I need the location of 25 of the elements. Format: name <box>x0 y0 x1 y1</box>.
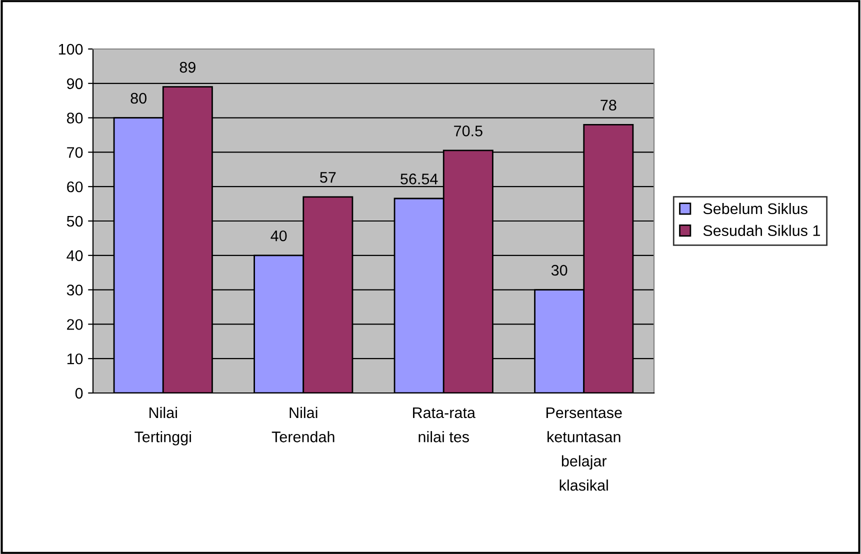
y-tick-label: 10 <box>67 353 83 364</box>
data-label: 89 <box>180 62 196 73</box>
x-tick-label: Rata-rata nilai tes <box>413 407 476 442</box>
data-label: 80 <box>130 92 146 104</box>
y-tick-label: 80 <box>66 112 83 124</box>
data-label: 57 <box>320 172 336 183</box>
y-tick-label: 70 <box>67 147 83 158</box>
data-label: 70.5 <box>454 126 482 136</box>
y-tick-label: 20 <box>67 319 83 330</box>
x-tick-label: Nilai Terendah <box>272 406 334 442</box>
data-label: 56.54 <box>400 174 438 184</box>
y-tick-label: 50 <box>66 216 83 227</box>
y-tick-label: 40 <box>66 250 83 262</box>
x-tick-label: Persentase ketuntasan belajar klasikal <box>546 407 622 491</box>
x-tick-label: Nilai Tertinggi <box>134 406 191 446</box>
y-tick-label: 0 <box>75 388 83 399</box>
data-label: 40 <box>270 230 287 242</box>
y-tick-label: 90 <box>67 78 83 90</box>
legend-label: Sesudah Siklus 1 <box>703 224 820 236</box>
data-label: 30 <box>551 264 568 276</box>
legend-label: Sebelum Siklus <box>703 202 808 214</box>
y-tick-label: 30 <box>66 284 83 296</box>
data-label: 78 <box>600 100 616 111</box>
y-tick-label: 60 <box>67 181 83 192</box>
y-tick-label: 100 <box>58 44 83 55</box>
